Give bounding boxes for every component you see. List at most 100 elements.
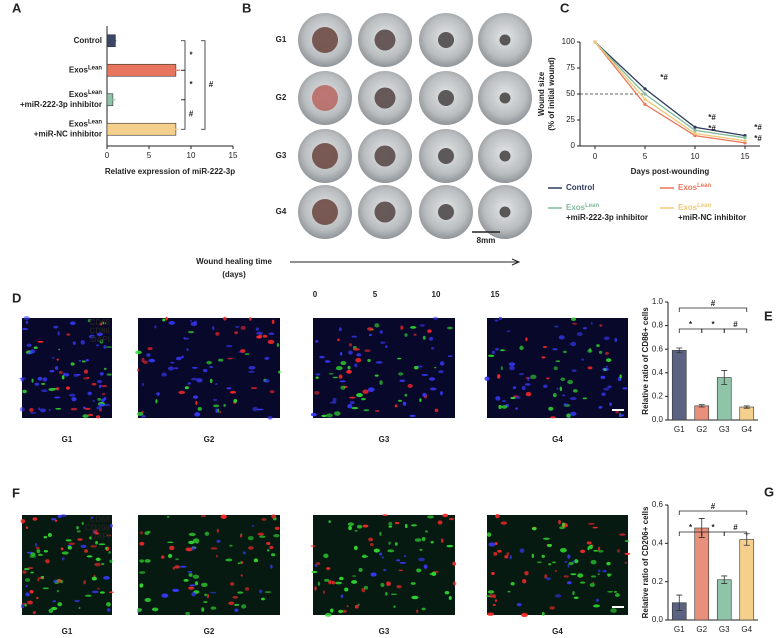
stain-dot xyxy=(337,338,340,342)
stain-dot xyxy=(215,554,218,558)
stain-dot xyxy=(200,515,207,517)
stain-dot xyxy=(188,586,195,590)
y-tick-label: 0.4 xyxy=(652,368,664,377)
stain-dot xyxy=(553,366,558,371)
stain-dot xyxy=(166,515,170,518)
stain-dot xyxy=(399,379,406,383)
stain-dot xyxy=(191,545,196,551)
stain-dot xyxy=(21,328,29,331)
stain-dot xyxy=(411,595,419,600)
stain-dot xyxy=(586,541,592,545)
stain-dot xyxy=(545,577,551,581)
stain-dot xyxy=(592,526,598,529)
wound xyxy=(374,29,396,51)
stain-dot xyxy=(607,385,612,389)
stain-dot xyxy=(393,605,396,608)
stain-dot xyxy=(142,360,148,365)
stain-dot xyxy=(515,396,521,399)
stain-dot xyxy=(364,349,371,353)
stain-dot xyxy=(374,374,379,377)
stain-dot xyxy=(400,325,404,330)
stain-dot xyxy=(352,575,356,577)
stain-dot xyxy=(440,391,443,396)
label-line2: +miR-NC inhibitor xyxy=(34,129,102,138)
bar xyxy=(739,406,755,421)
x-tick-label: 5 xyxy=(147,151,152,160)
stain-dot xyxy=(552,392,557,398)
stain-dot xyxy=(346,604,349,608)
stain-dot xyxy=(172,588,180,592)
stain-dot xyxy=(555,594,562,598)
stain-dot xyxy=(103,345,107,349)
stain-dot xyxy=(19,377,27,380)
stain-dot xyxy=(210,591,217,594)
stain-dot xyxy=(36,549,41,554)
stain-dot xyxy=(334,411,341,416)
stain-dot xyxy=(42,587,50,590)
stain-dot xyxy=(31,378,34,383)
stain-dot xyxy=(225,345,233,348)
point xyxy=(593,40,597,44)
significance-bracket xyxy=(201,40,206,130)
stain-dot xyxy=(556,387,559,390)
stain-dot xyxy=(83,580,87,585)
stain-dot xyxy=(444,590,450,595)
point xyxy=(643,102,647,106)
label: Control xyxy=(74,36,102,45)
x-tick-label: 5 xyxy=(643,152,648,161)
stain-dot xyxy=(597,573,600,576)
significance-label: * xyxy=(689,523,693,532)
stain-dot xyxy=(278,370,281,374)
stain-dot xyxy=(315,376,319,379)
stain-dot xyxy=(509,555,512,560)
stain-dot xyxy=(598,405,603,409)
stain-dot xyxy=(273,533,280,538)
stain-dot xyxy=(368,537,374,542)
stain-dot xyxy=(71,397,77,402)
stain-dot xyxy=(560,377,566,382)
stain-dot xyxy=(354,529,358,532)
stain-dot xyxy=(512,386,517,390)
stain-dot xyxy=(572,322,577,325)
stain-dot xyxy=(103,575,110,580)
stain-dot xyxy=(266,549,270,552)
stain-dot xyxy=(250,387,258,390)
stain-dot xyxy=(525,391,532,397)
stain-dot xyxy=(562,522,565,527)
stain-dot xyxy=(614,337,618,342)
stain-dot xyxy=(85,359,89,362)
stain-dot xyxy=(424,530,428,533)
stain-dot xyxy=(431,571,437,577)
stain-dot xyxy=(521,612,528,618)
x-tick-label: 15 xyxy=(229,151,238,160)
stain-dot xyxy=(189,320,193,322)
stain-dot xyxy=(212,326,215,331)
stain-dot xyxy=(34,542,38,547)
stain-dot xyxy=(541,611,545,616)
stain-dot xyxy=(498,316,503,320)
stain-dot xyxy=(248,370,255,373)
stain-dot xyxy=(340,361,347,366)
stain-dot xyxy=(103,367,107,370)
stain-dot xyxy=(598,569,601,573)
stain-dot xyxy=(600,375,606,379)
panel-letter: C xyxy=(560,0,570,15)
stain-dot xyxy=(500,521,508,525)
label-text: Exos xyxy=(69,119,89,128)
stain-dot xyxy=(410,582,416,585)
stain-image xyxy=(138,515,280,615)
y-tick-label: 1.0 xyxy=(652,297,664,306)
stain-dot xyxy=(404,333,408,337)
stain-dot xyxy=(57,578,62,583)
stain-dot xyxy=(78,359,81,362)
stain-dot xyxy=(546,377,550,380)
stain-dot xyxy=(310,545,316,548)
stain-dot xyxy=(606,358,612,363)
stain-dot xyxy=(356,353,362,357)
stain-dot xyxy=(188,540,195,545)
group-label: G4 xyxy=(552,627,563,636)
stain-dot xyxy=(210,606,217,610)
stain-dot xyxy=(414,538,422,542)
stain-dot xyxy=(189,584,196,587)
stain-dot xyxy=(518,373,525,376)
